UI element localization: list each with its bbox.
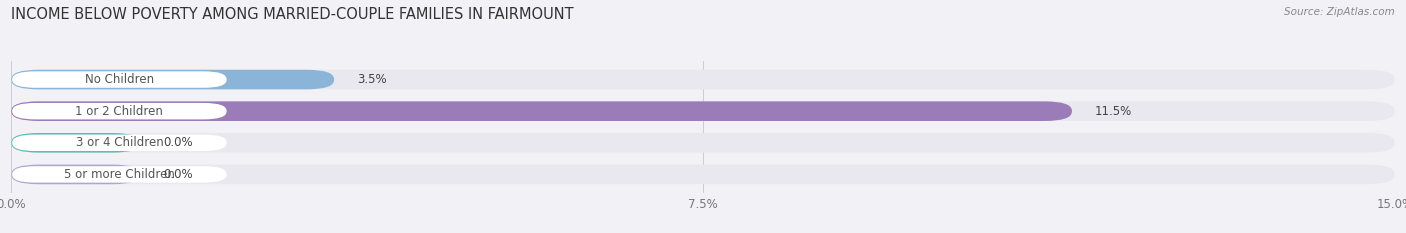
Text: 3.5%: 3.5%: [357, 73, 387, 86]
FancyBboxPatch shape: [13, 166, 226, 183]
Text: INCOME BELOW POVERTY AMONG MARRIED-COUPLE FAMILIES IN FAIRMOUNT: INCOME BELOW POVERTY AMONG MARRIED-COUPL…: [11, 7, 574, 22]
FancyBboxPatch shape: [11, 70, 1395, 89]
FancyBboxPatch shape: [11, 164, 141, 184]
FancyBboxPatch shape: [13, 103, 226, 119]
FancyBboxPatch shape: [11, 101, 1071, 121]
Text: 0.0%: 0.0%: [163, 136, 193, 149]
Text: No Children: No Children: [84, 73, 153, 86]
FancyBboxPatch shape: [13, 135, 226, 151]
FancyBboxPatch shape: [11, 133, 1395, 153]
Text: 11.5%: 11.5%: [1095, 105, 1132, 118]
FancyBboxPatch shape: [11, 101, 1395, 121]
Text: 0.0%: 0.0%: [163, 168, 193, 181]
FancyBboxPatch shape: [11, 133, 141, 153]
FancyBboxPatch shape: [11, 164, 1395, 184]
Text: 1 or 2 Children: 1 or 2 Children: [76, 105, 163, 118]
Text: Source: ZipAtlas.com: Source: ZipAtlas.com: [1284, 7, 1395, 17]
FancyBboxPatch shape: [13, 71, 226, 88]
FancyBboxPatch shape: [11, 70, 335, 89]
Text: 5 or more Children: 5 or more Children: [63, 168, 174, 181]
Text: 3 or 4 Children: 3 or 4 Children: [76, 136, 163, 149]
